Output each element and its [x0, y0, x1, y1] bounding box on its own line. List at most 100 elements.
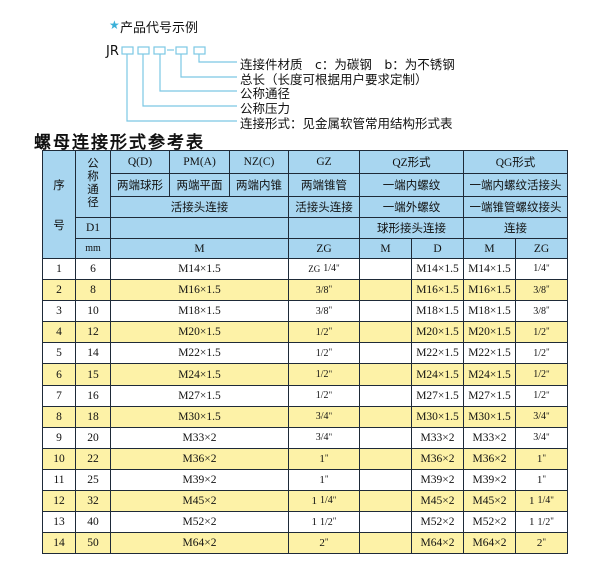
row-d1: 15 — [75, 363, 111, 386]
row-gz-zg: 1" — [288, 447, 360, 470]
row-d1: 10 — [75, 300, 111, 323]
row-qg-zg: 1" — [515, 447, 568, 470]
row-d1: 25 — [75, 468, 111, 492]
zg-whole: 2 — [536, 537, 543, 550]
leader-line-material — [198, 54, 237, 63]
row-number: 9 — [42, 426, 76, 449]
code-box-length — [175, 46, 188, 55]
code-box-diameter — [153, 46, 166, 55]
zg-whole: 1 — [311, 495, 318, 508]
row-qz-d: M14×1.5 — [411, 257, 464, 281]
row-d1: 8 — [75, 279, 111, 302]
inch-mark: " — [336, 263, 340, 274]
inch-mark: " — [546, 263, 550, 274]
row-qz-m — [359, 363, 412, 386]
row-gz-zg: 1/2" — [288, 342, 360, 365]
row-m: M39×2 — [110, 468, 289, 492]
row-qz-m — [359, 321, 412, 344]
row-qz-d: M33×2 — [411, 426, 464, 449]
zg-whole: 1 — [536, 452, 543, 465]
inch-mark: " — [328, 389, 333, 400]
row-qz-d: M52×2 — [411, 511, 464, 534]
row-qz-m — [359, 257, 412, 281]
row-gz-zg: 1 1/2" — [288, 511, 360, 534]
d1-header: D1 — [75, 217, 111, 239]
row-qg-zg: 3/4" — [515, 426, 568, 449]
row-m: M27×1.5 — [110, 384, 289, 407]
zg-whole: 1 — [319, 473, 325, 486]
gz-desc: 两端锥管 — [288, 173, 360, 197]
row-gz-zg: 3/4" — [288, 405, 360, 428]
row-number: 10 — [42, 447, 76, 470]
row-qz-d: M64×2 — [411, 532, 464, 555]
zg-fraction: 1/2 — [315, 347, 329, 359]
row-d1: 40 — [75, 511, 111, 534]
inch-mark: " — [324, 537, 329, 548]
pma-desc: 两端平面 — [169, 173, 230, 197]
row-qg-zg: 1" — [515, 468, 568, 492]
label-diameter: 公称通径 — [240, 86, 291, 101]
row-number: 11 — [42, 468, 76, 492]
table-row: 6 15 M24×1.5 1/2" M24×1.5 M24×1.5 1/2" — [42, 363, 568, 386]
code-prefix: JR — [106, 44, 119, 59]
row-gz-zg: 1/2" — [288, 321, 360, 344]
row-qg-m: M16×1.5 — [463, 279, 516, 302]
zg-whole: 1 — [529, 516, 535, 529]
table-row: 14 50 M64×2 2" M64×2 M64×2 2" — [42, 532, 568, 555]
inch-mark: " — [546, 305, 550, 316]
code-box-pressure — [137, 46, 150, 55]
row-m: M14×1.5 — [110, 257, 289, 281]
star-icon: ★ — [109, 18, 120, 32]
row-qz-d: M18×1.5 — [411, 300, 464, 323]
row-d1: 50 — [75, 532, 111, 555]
row-d1: 32 — [75, 490, 111, 513]
table-row: 4 12 M20×1.5 1/2" M20×1.5 M20×1.5 1/2" — [42, 321, 568, 344]
row-gz-zg: 1/2" — [288, 384, 360, 407]
row-qz-m — [359, 300, 412, 323]
row-qg-m: M20×1.5 — [463, 321, 516, 344]
inch-mark: " — [328, 305, 333, 316]
code-diagram — [121, 46, 237, 122]
row-qg-m: M14×1.5 — [463, 257, 516, 281]
row-qz-d: M36×2 — [411, 447, 464, 470]
row-qg-m: M36×2 — [463, 447, 516, 470]
label-pressure: 公称压力 — [240, 101, 291, 116]
table-row: 1 6 M14×1.5 ZG 1/4" M14×1.5 M14×1.5 1/4" — [42, 257, 568, 281]
zg-fraction: 3/4 — [315, 411, 329, 423]
row-qg-zg: 1/4" — [515, 257, 568, 281]
row-number: 2 — [42, 279, 76, 302]
row-d1: 14 — [75, 342, 111, 365]
dn-header: 公称通径 — [75, 150, 111, 218]
leader-line-pressure — [142, 54, 237, 107]
empty-cell — [288, 217, 360, 239]
zg-fraction: 1/2 — [320, 516, 333, 528]
empty-cell — [110, 217, 289, 239]
row-qg-zg: 1/2" — [515, 321, 568, 344]
inch-mark: " — [550, 495, 554, 506]
qz-desc2: 一端外螺纹 — [359, 196, 464, 218]
leader-line-connection — [126, 54, 237, 122]
row-qz-d: M16×1.5 — [411, 279, 464, 302]
row-qg-m: M39×2 — [463, 468, 516, 492]
label-connection: 连接形式：见金属软管常用结构形式表 — [240, 116, 453, 131]
zg-fraction: 3/8 — [315, 305, 329, 317]
row-m: M20×1.5 — [110, 321, 289, 344]
row-number: 1 — [42, 257, 76, 281]
zg-whole: 2 — [319, 537, 325, 550]
inch-mark: " — [328, 410, 333, 421]
row-m: M18×1.5 — [110, 300, 289, 323]
inch-mark: " — [324, 452, 329, 463]
row-m: M45×2 — [110, 490, 289, 513]
row-gz-zg: 2" — [288, 532, 360, 555]
row-gz-zg: 3/8" — [288, 300, 360, 323]
table-title: 螺母连接形式参考表 — [34, 133, 205, 153]
zg-fraction: 3/4 — [533, 432, 547, 444]
table-row: 3 10 M18×1.5 3/8" M18×1.5 M18×1.5 3/8" — [42, 300, 568, 323]
inch-mark: " — [546, 284, 550, 295]
row-m: M52×2 — [110, 511, 289, 534]
row-qg-zg: 2" — [515, 532, 568, 555]
zg-fraction: 1/2 — [537, 516, 551, 528]
row-number: 8 — [42, 405, 76, 428]
table-row: 5 14 M22×1.5 1/2" M22×1.5 M22×1.5 1/2" — [42, 342, 568, 365]
table-row: 8 18 M30×1.5 3/4" M30×1.5 M30×1.5 3/4" — [42, 405, 568, 428]
